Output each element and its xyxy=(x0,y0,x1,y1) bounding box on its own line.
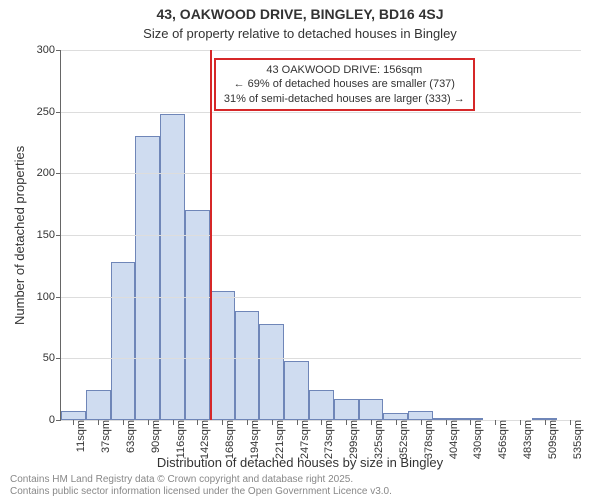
x-tick-label: 90sqm xyxy=(148,420,162,453)
gridline xyxy=(61,112,581,113)
chart-title: 43, OAKWOOD DRIVE, BINGLEY, BD16 4SJ xyxy=(0,6,600,22)
x-tick-label: 483sqm xyxy=(520,420,534,459)
histogram-bar xyxy=(160,114,185,420)
y-axis-label: Number of detached properties xyxy=(12,145,27,324)
x-axis-label: Distribution of detached houses by size … xyxy=(0,455,600,470)
y-tick-label: 0 xyxy=(49,414,61,426)
x-tick-label: 63sqm xyxy=(123,420,137,453)
chart-subtitle: Size of property relative to detached ho… xyxy=(0,26,600,41)
x-tick-label: 352sqm xyxy=(396,420,410,459)
plot-area: 05010015020025030011sqm37sqm63sqm90sqm11… xyxy=(60,50,581,421)
footer-attribution: Contains HM Land Registry data © Crown c… xyxy=(10,474,392,498)
x-tick-label: 430sqm xyxy=(470,420,484,459)
marker-line xyxy=(210,50,212,420)
histogram-bar xyxy=(334,399,359,420)
histogram-bar xyxy=(61,411,86,420)
histogram-bar xyxy=(86,390,111,420)
y-tick-label: 150 xyxy=(37,229,61,241)
y-tick-label: 50 xyxy=(43,352,61,364)
histogram-bar xyxy=(135,136,160,420)
y-tick-label: 300 xyxy=(37,44,61,56)
histogram-bar xyxy=(359,399,384,420)
footer-line-1: Contains HM Land Registry data © Crown c… xyxy=(10,474,392,486)
chart-container: 43, OAKWOOD DRIVE, BINGLEY, BD16 4SJ Siz… xyxy=(0,0,600,500)
x-tick-label: 273sqm xyxy=(321,420,335,459)
histogram-bar xyxy=(284,361,309,420)
x-tick-label: 509sqm xyxy=(545,420,559,459)
histogram-bar xyxy=(408,411,433,420)
x-tick-label: 299sqm xyxy=(346,420,360,459)
annotation-line: 43 OAKWOOD DRIVE: 156sqm xyxy=(224,63,465,77)
x-tick-label: 404sqm xyxy=(446,420,460,459)
x-tick-label: 116sqm xyxy=(173,420,187,458)
gridline xyxy=(61,235,581,236)
annotation-line: 31% of semi-detached houses are larger (… xyxy=(224,92,465,106)
histogram-bar xyxy=(210,291,235,421)
x-tick-label: 11sqm xyxy=(73,420,87,452)
histogram-bar xyxy=(309,390,334,420)
x-tick-label: 142sqm xyxy=(197,420,211,459)
x-tick-label: 221sqm xyxy=(272,420,286,459)
histogram-bar xyxy=(235,311,260,420)
y-tick-label: 250 xyxy=(37,106,61,118)
x-tick-label: 168sqm xyxy=(222,420,236,459)
footer-line-2: Contains public sector information licen… xyxy=(10,486,392,498)
gridline xyxy=(61,297,581,298)
gridline xyxy=(61,358,581,359)
gridline xyxy=(61,173,581,174)
x-tick-label: 194sqm xyxy=(247,420,261,459)
histogram-bar xyxy=(185,210,210,420)
histogram-bar xyxy=(383,413,408,420)
annotation-line: ← 69% of detached houses are smaller (73… xyxy=(224,77,465,91)
x-tick-label: 535sqm xyxy=(570,420,584,459)
x-tick-label: 247sqm xyxy=(297,420,311,459)
y-tick-label: 100 xyxy=(37,291,61,303)
x-tick-label: 378sqm xyxy=(421,420,435,459)
x-tick-label: 37sqm xyxy=(98,420,112,453)
y-tick-label: 200 xyxy=(37,167,61,179)
x-tick-label: 325sqm xyxy=(371,420,385,459)
histogram-bar xyxy=(111,262,136,420)
gridline xyxy=(61,50,581,51)
x-tick-label: 456sqm xyxy=(495,420,509,459)
annotation-box: 43 OAKWOOD DRIVE: 156sqm← 69% of detache… xyxy=(214,58,475,111)
histogram-bar xyxy=(259,324,284,420)
